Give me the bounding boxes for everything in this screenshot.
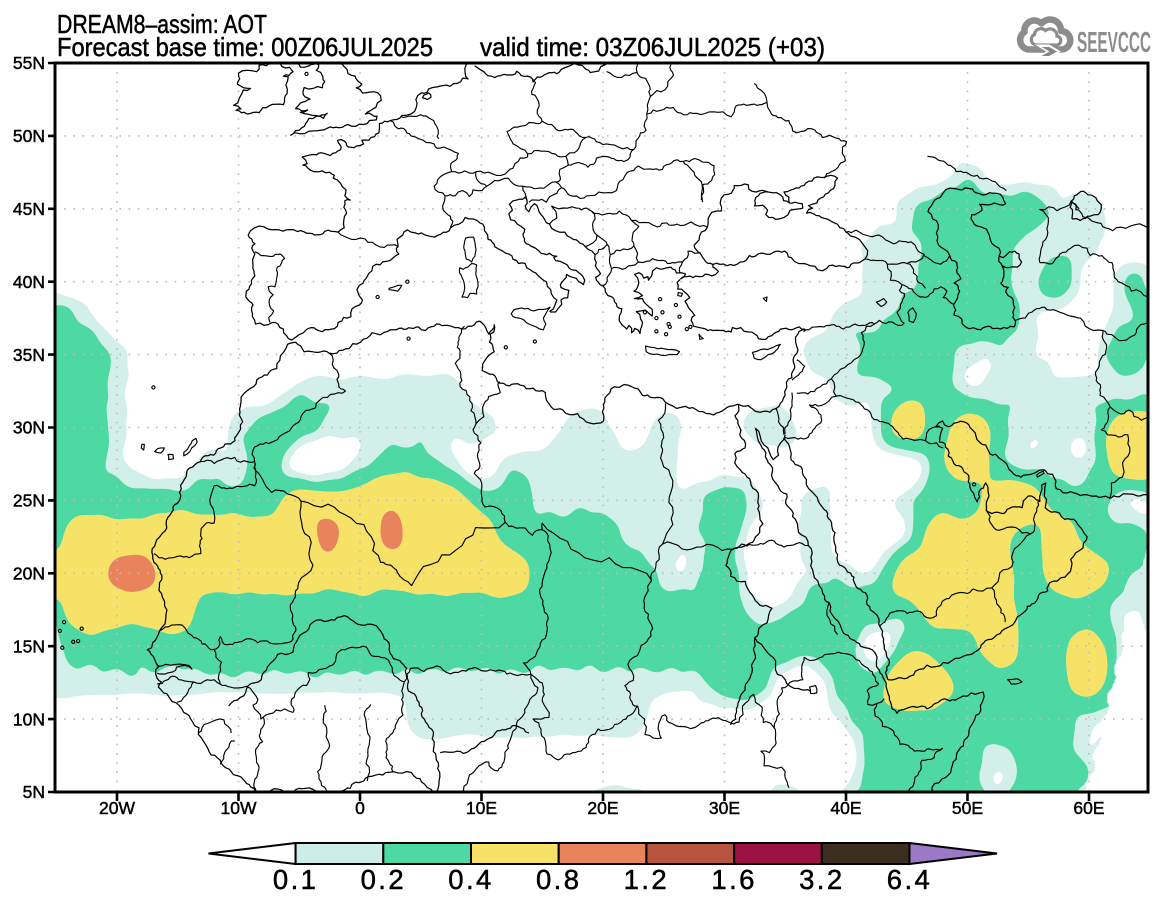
svg-text:10W: 10W [221,798,257,818]
svg-text:15N: 15N [13,636,45,656]
svg-text:60E: 60E [1073,798,1104,818]
svg-text:3.2: 3.2 [799,864,844,895]
svg-text:DREAM8–assim: AOT: DREAM8–assim: AOT [57,9,267,39]
svg-text:10E: 10E [466,798,497,818]
svg-text:30E: 30E [709,798,740,818]
svg-text:35N: 35N [13,345,45,365]
svg-text:20E: 20E [587,798,618,818]
svg-text:1.2: 1.2 [624,864,669,895]
svg-text:0: 0 [355,798,365,818]
svg-text:25N: 25N [13,491,45,511]
svg-text:20N: 20N [13,564,45,584]
svg-text:40E: 40E [830,798,861,818]
svg-text:10N: 10N [13,709,45,729]
svg-text:Forecast base time: 00Z06JUL20: Forecast base time: 00Z06JUL2025 [57,32,433,62]
svg-text:5N: 5N [23,782,45,802]
svg-text:0.4: 0.4 [448,864,493,895]
svg-text:0.2: 0.2 [361,864,406,895]
svg-text:55N: 55N [13,53,45,73]
svg-text:0.8: 0.8 [536,864,581,895]
svg-text:6.4: 6.4 [887,864,932,895]
svg-text:20W: 20W [99,798,135,818]
svg-text:SEEVCCC: SEEVCCC [1077,27,1151,59]
svg-text:0.1: 0.1 [273,864,318,895]
svg-text:45N: 45N [13,199,45,219]
svg-text:40N: 40N [13,272,45,292]
svg-text:50E: 50E [952,798,983,818]
svg-text:50N: 50N [13,126,45,146]
svg-text:valid time: 03Z06JUL2025 (+03): valid time: 03Z06JUL2025 (+03) [480,32,825,62]
svg-text:30N: 30N [13,418,45,438]
svg-text:1.6: 1.6 [711,864,756,895]
